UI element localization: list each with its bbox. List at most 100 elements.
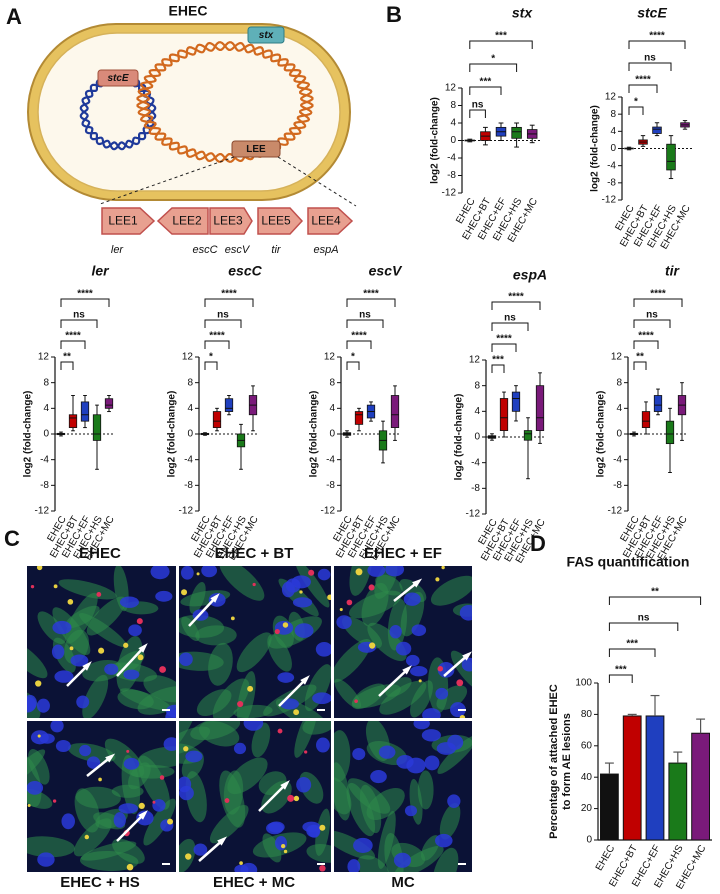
bacteria <box>319 824 326 831</box>
nucleus <box>61 813 75 830</box>
nucleus <box>404 805 418 817</box>
box <box>104 398 114 409</box>
nucleus <box>163 737 176 752</box>
arrow <box>188 595 218 627</box>
bacteria <box>287 794 295 802</box>
nucleus <box>294 623 314 638</box>
operon-label: LEE1 <box>108 214 138 228</box>
significance-label: *** <box>626 639 638 650</box>
significance-bracket <box>633 319 671 328</box>
bacteria <box>327 594 331 601</box>
nucleus <box>150 566 170 580</box>
bacteria <box>67 599 74 605</box>
arrow-head <box>462 651 472 661</box>
actin <box>306 844 331 863</box>
nucleus <box>55 740 71 752</box>
y-tick-label: 8 <box>450 100 456 111</box>
y-axis-label: log2 (fold-change) <box>596 391 607 478</box>
nucleus <box>123 757 140 770</box>
nucleus <box>435 687 449 700</box>
y-tick-label: 4 <box>610 126 616 137</box>
actin <box>179 721 198 754</box>
box <box>92 414 102 441</box>
nucleus <box>403 592 421 606</box>
actin <box>432 847 459 872</box>
bacteria <box>346 599 353 606</box>
significance-label: *** <box>615 665 627 676</box>
significance-label: * <box>351 352 355 363</box>
bacteria <box>183 746 189 752</box>
box <box>641 411 651 428</box>
bacteria <box>36 566 43 571</box>
bacteria <box>441 566 445 570</box>
nucleus <box>27 694 37 711</box>
significance-label: *** <box>480 77 492 88</box>
nucleus <box>352 747 366 761</box>
y-axis-label: log2 (fold-change) <box>454 394 465 481</box>
nucleus <box>152 799 166 812</box>
bar <box>622 715 642 841</box>
bacteria <box>185 853 192 860</box>
nucleus <box>292 597 313 608</box>
gene-name: espA <box>313 244 338 256</box>
actin <box>377 810 396 869</box>
y-axis-label: log2 (fold-change) <box>430 97 441 184</box>
significance-bracket <box>60 340 86 349</box>
significance-label: * <box>634 97 638 108</box>
nucleus <box>208 593 226 607</box>
actin <box>410 680 433 718</box>
gene-name: tir <box>271 244 282 256</box>
actin <box>28 749 50 785</box>
nucleus <box>165 709 176 718</box>
significance-label: ns <box>504 313 516 324</box>
y-tick-label: -4 <box>607 160 616 171</box>
box <box>523 430 533 441</box>
actin <box>295 566 330 608</box>
y-tick-label: 12 <box>38 352 50 363</box>
significance-label: **** <box>221 289 237 300</box>
significance-label: ns <box>73 310 85 321</box>
bacteria <box>456 679 464 687</box>
box <box>212 411 222 428</box>
bacteria <box>304 750 308 754</box>
nucleus <box>353 837 373 854</box>
nucleus <box>275 835 288 851</box>
y-tick-label: 0 <box>329 429 335 440</box>
nucleus <box>52 620 72 635</box>
actin <box>420 835 440 861</box>
nucleus <box>185 750 203 763</box>
bar <box>600 773 619 841</box>
actin <box>251 722 271 758</box>
nucleus <box>179 652 193 666</box>
bacteria <box>435 577 440 582</box>
actin <box>430 575 472 606</box>
chart-title: ler <box>91 263 110 279</box>
y-tick-label: 8 <box>610 109 616 120</box>
arrow-head <box>210 593 220 603</box>
nucleus <box>54 670 74 683</box>
bacteria <box>339 607 343 612</box>
bacteria <box>230 616 235 621</box>
y-tick-label: 0 <box>43 429 49 440</box>
panel-label: D <box>530 531 546 556</box>
y-tick-label: -4 <box>447 153 456 164</box>
arrow <box>378 667 410 697</box>
actin <box>58 579 117 600</box>
nucleus <box>296 777 312 793</box>
bacteria <box>98 777 102 782</box>
nucleus <box>459 604 472 621</box>
bacteria <box>355 568 363 576</box>
significance-label: ns <box>217 310 229 321</box>
actin <box>334 730 351 782</box>
significance-label: **** <box>351 331 367 342</box>
actin <box>437 735 472 775</box>
nucleus <box>367 566 386 577</box>
actin <box>237 671 256 718</box>
bacteria <box>138 802 145 810</box>
arrow-head <box>280 780 290 790</box>
y-tick-label: -8 <box>607 177 616 188</box>
bacteria <box>437 665 444 672</box>
bacteria <box>84 834 90 840</box>
y-tick-label: -8 <box>447 170 456 181</box>
